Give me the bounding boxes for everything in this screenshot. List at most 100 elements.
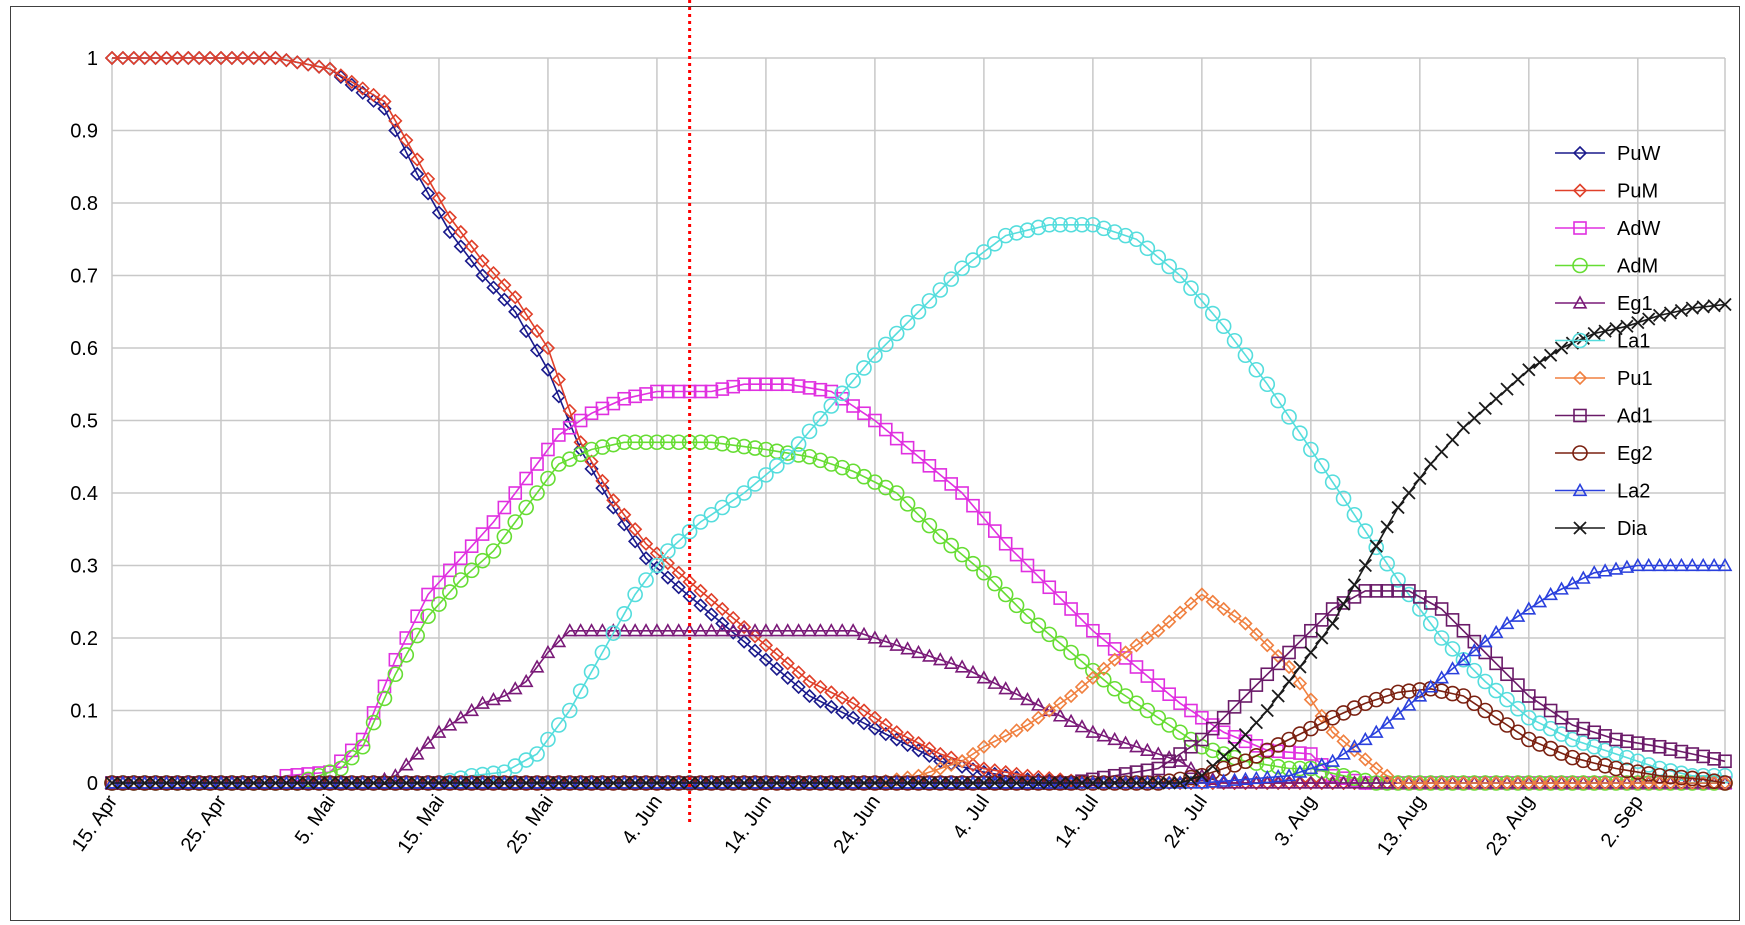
- data-point: [1053, 591, 1067, 605]
- data-point: [1227, 775, 1242, 789]
- data-point: [1499, 615, 1515, 630]
- data-point: [1226, 332, 1243, 349]
- data-point: [572, 683, 589, 699]
- data-point: [1053, 776, 1067, 790]
- data-point: [1117, 688, 1134, 704]
- data-point: [1630, 753, 1646, 770]
- data-point: [1183, 760, 1199, 775]
- data-point: [409, 627, 425, 644]
- data-point: [606, 776, 620, 790]
- data-point: [1172, 724, 1188, 741]
- data-point: [736, 623, 752, 637]
- data-point: [715, 382, 730, 396]
- data-point: [1019, 608, 1036, 625]
- data-point: [1184, 703, 1198, 718]
- data-point: [1260, 703, 1274, 718]
- data-point: [1140, 669, 1155, 683]
- data-point: [1543, 586, 1558, 601]
- legend-label: Eg2: [1617, 443, 1653, 465]
- data-point: [1673, 769, 1690, 786]
- data-point: [410, 776, 424, 790]
- data-point: [508, 776, 522, 790]
- data-point: [584, 461, 599, 476]
- data-point: [692, 434, 709, 451]
- data-point: [1063, 713, 1079, 727]
- series-line: [112, 224, 1725, 784]
- data-point: [639, 776, 653, 790]
- data-point: [399, 631, 414, 645]
- data-point: [464, 253, 479, 269]
- data-point: [507, 514, 524, 530]
- data-point: [1031, 697, 1046, 711]
- data-point: [747, 643, 763, 658]
- data-point: [398, 757, 414, 771]
- data-point: [1118, 776, 1133, 790]
- data-point: [1510, 700, 1526, 717]
- data-point: [1412, 688, 1428, 702]
- data-point: [769, 661, 784, 676]
- data-point: [812, 410, 829, 427]
- data-point: [1685, 747, 1700, 761]
- data-point: [475, 253, 490, 269]
- data-point: [1597, 775, 1613, 791]
- data-point: [1608, 760, 1624, 777]
- data-point: [355, 81, 370, 96]
- data-point: [1684, 557, 1700, 572]
- data-point: [507, 681, 523, 695]
- data-point: [1391, 500, 1405, 515]
- data-point: [1151, 761, 1166, 776]
- data-point: [944, 750, 959, 765]
- data-point: [670, 533, 687, 550]
- data-point: [1052, 635, 1068, 652]
- data-point: [1587, 326, 1601, 341]
- data-point: [856, 716, 872, 731]
- data-point: [365, 714, 382, 731]
- data-point: [682, 776, 697, 790]
- data-point: [453, 551, 468, 566]
- data-point: [1597, 563, 1613, 577]
- data-point: [813, 623, 828, 637]
- data-point: [1097, 776, 1111, 790]
- data-point: [748, 377, 762, 392]
- data-point: [410, 166, 425, 182]
- data-point: [1172, 605, 1188, 620]
- data-point: [1435, 445, 1449, 459]
- data-point: [922, 459, 937, 473]
- legend-marker: [1572, 295, 1588, 309]
- data-point: [485, 765, 502, 782]
- data-point: [1445, 433, 1460, 447]
- data-point: [595, 481, 610, 496]
- data-point: [388, 113, 403, 128]
- legend-marker: [1573, 408, 1587, 423]
- legend-item-Dia: Dia: [1555, 518, 1648, 540]
- data-point: [1510, 724, 1526, 741]
- data-point: [747, 476, 763, 492]
- data-point: [955, 776, 969, 790]
- data-point: [1325, 725, 1340, 740]
- data-point: [976, 244, 992, 260]
- data-point: [1326, 616, 1340, 631]
- data-point: [574, 776, 588, 790]
- data-point: [595, 401, 610, 416]
- data-point: [965, 664, 981, 679]
- data-point: [1368, 691, 1385, 708]
- data-point: [649, 557, 665, 574]
- data-point: [1477, 633, 1493, 648]
- data-point: [1184, 772, 1198, 787]
- data-point: [442, 584, 458, 600]
- data-point: [704, 607, 719, 622]
- data-point: [1477, 702, 1494, 719]
- data-point: [431, 724, 447, 738]
- data-point: [431, 191, 447, 206]
- data-point: [1324, 474, 1341, 490]
- data-point: [1096, 661, 1111, 676]
- data-point: [322, 764, 338, 780]
- data-point: [1151, 623, 1166, 638]
- data-point: [933, 754, 948, 769]
- data-point: [1031, 710, 1046, 725]
- data-point: [1238, 775, 1253, 789]
- data-point: [736, 619, 752, 635]
- data-point: [1379, 775, 1395, 789]
- data-point: [518, 499, 534, 516]
- data-point: [1368, 539, 1385, 556]
